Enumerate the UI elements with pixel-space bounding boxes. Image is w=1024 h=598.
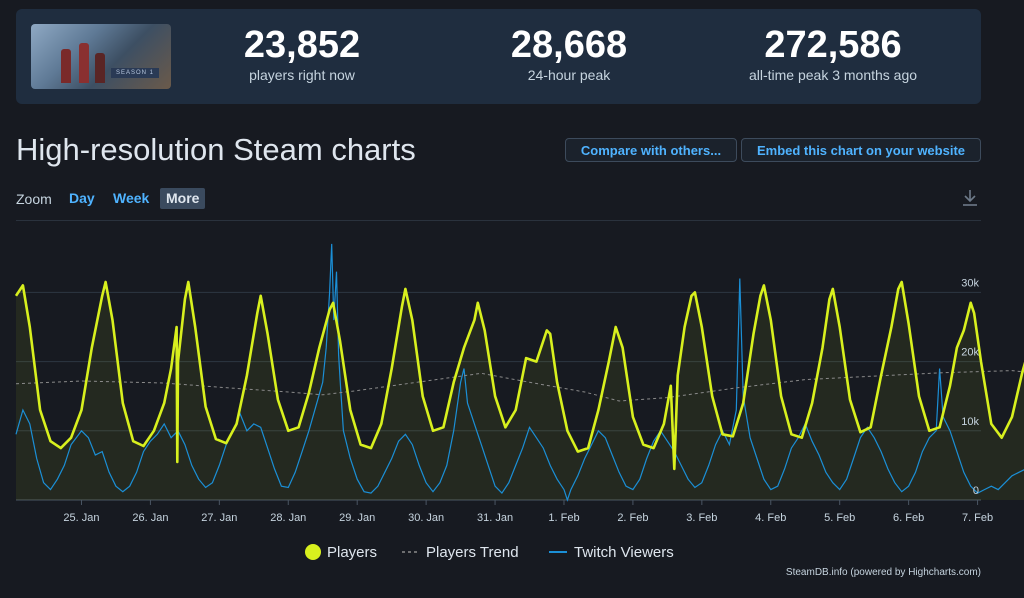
y-tick-label: 30k	[961, 277, 979, 289]
x-tick-label: 28. Jan	[270, 512, 306, 524]
x-tick-label: 3. Feb	[686, 512, 717, 524]
x-tick-label: 4. Feb	[755, 512, 786, 524]
thumbnail-figure	[61, 49, 71, 83]
x-tick-label: 31. Jan	[477, 512, 513, 524]
legend-twitch-label[interactable]: Twitch Viewers	[574, 544, 674, 561]
stat-all-time-peak: 272,586 all-time peak 3 months ago	[703, 23, 963, 83]
chart-legend[interactable]: Players Players Trend Twitch Viewers	[305, 544, 674, 561]
x-tick-label: 25. Jan	[63, 512, 99, 524]
legend-trend-label[interactable]: Players Trend	[426, 544, 519, 561]
download-icon[interactable]	[960, 188, 980, 208]
x-tick-label: 2. Feb	[617, 512, 648, 524]
x-tick-label: 1. Feb	[548, 512, 579, 524]
y-tick-label: 0	[973, 485, 979, 497]
zoom-more-button[interactable]: More	[160, 188, 206, 209]
embed-button[interactable]: Embed this chart on your website	[741, 138, 981, 162]
legend-players-marker[interactable]	[305, 544, 321, 560]
x-tick-label: 26. Jan	[132, 512, 168, 524]
chart-credits[interactable]: SteamDB.info (powered by Highcharts.com)	[785, 567, 981, 578]
players-trend-line[interactable]	[15, 370, 1024, 402]
thumbnail-figure	[95, 53, 105, 83]
x-tick-label: 6. Feb	[893, 512, 924, 524]
x-tick-label: 7. Feb	[962, 512, 993, 524]
player-chart[interactable]: 0 10k 20k 30k 25. Jan 26. Jan 27. Jan 28. Jan 29…	[0, 225, 1024, 598]
x-tick-label: 27. Jan	[201, 512, 237, 524]
axis-layer: 0 10k 20k 30k 25. Jan 26. Jan 27. Jan 28. Jan 29…	[63, 277, 993, 524]
y-tick-label: 20k	[961, 347, 979, 359]
toolbar-divider	[16, 220, 981, 221]
compare-button[interactable]: Compare with others...	[565, 138, 737, 162]
stat-value: 28,668	[510, 24, 628, 66]
thumbnail-season-badge: SEASON 1	[111, 68, 159, 78]
y-tick-label: 10k	[961, 416, 979, 428]
legend-players-label[interactable]: Players	[327, 544, 377, 561]
series-layer	[14, 243, 1024, 502]
zoom-week-button[interactable]: Week	[113, 190, 150, 206]
twitch-viewers-line[interactable]	[15, 243, 1024, 502]
thumbnail-figure	[79, 43, 89, 83]
stat-label: all-time peak 3 months ago	[748, 67, 918, 83]
x-tick-label: 30. Jan	[408, 512, 444, 524]
x-tick-label: 5. Feb	[824, 512, 855, 524]
stat-current-players: 23,852 players right now	[172, 23, 432, 83]
zoom-label: Zoom	[16, 191, 52, 207]
stat-value: 23,852	[243, 24, 361, 66]
stats-panel: SEASON 1 23,852 players right now 28,668…	[16, 9, 981, 104]
stat-value: 272,586	[764, 24, 902, 66]
stat-24h-peak: 28,668 24-hour peak	[439, 23, 699, 83]
game-thumbnail[interactable]: SEASON 1	[31, 24, 171, 89]
zoom-day-button[interactable]: Day	[69, 190, 95, 206]
stat-label: players right now	[249, 67, 355, 83]
page-title: High-resolution Steam charts	[16, 132, 416, 167]
players-line[interactable]	[14, 280, 1024, 471]
stat-label: 24-hour peak	[527, 67, 611, 83]
x-tick-label: 29. Jan	[339, 512, 375, 524]
